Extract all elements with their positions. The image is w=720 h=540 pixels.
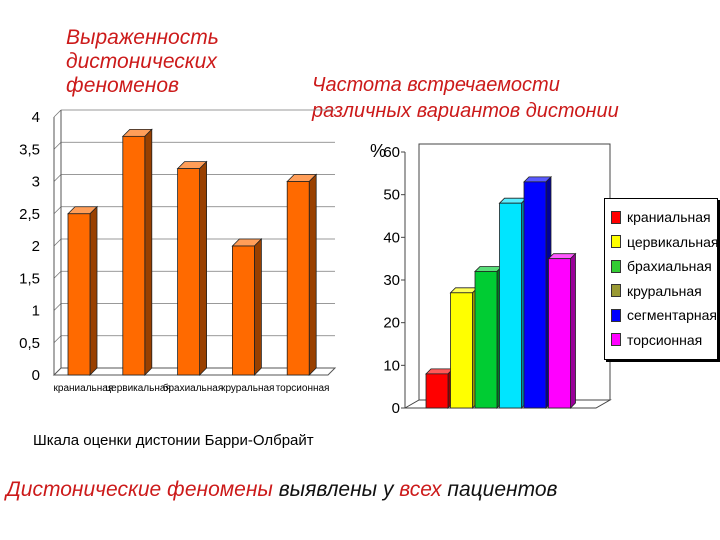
right-bar-front — [523, 181, 547, 409]
left-gridline-diag — [53, 238, 62, 247]
legend-label: цервикальная — [627, 233, 719, 250]
right-title-line-2: различных вариантов дистонии — [312, 100, 619, 122]
left-bar-side — [199, 160, 208, 376]
right-y-tick-label: 50 — [383, 187, 400, 204]
right-y-axis-unit-label: % — [370, 141, 386, 161]
left-bar-side — [308, 173, 317, 376]
left-bar — [176, 160, 208, 376]
left-y-tick-label: 0 — [32, 367, 40, 384]
right-bar — [523, 175, 552, 409]
right-bar-front — [474, 271, 498, 409]
left-y-tick-label: 1,5 — [19, 270, 40, 287]
left-y-tick-label: 2,5 — [19, 206, 40, 223]
right-bar — [449, 286, 479, 409]
left-x-tick-label: брахиальная — [163, 382, 224, 394]
conclusion-part-4: пациентов — [447, 478, 558, 501]
right-title-line-1: Частота встречаемости — [312, 74, 560, 96]
right-bar-side — [570, 252, 576, 409]
right-y-tick-label: 30 — [383, 272, 400, 289]
right-y-tick-label: 40 — [383, 229, 400, 246]
conclusion-text: Дистонические феномены выявлены у всех п… — [6, 478, 557, 502]
right-y-tick-label: 10 — [383, 357, 400, 374]
left-title-line-3: феноменов — [66, 74, 179, 97]
left-gridline-diag — [53, 303, 62, 311]
left-gridline-diag — [53, 109, 62, 118]
left-bar-front — [177, 168, 201, 376]
right-y-tick-label: 20 — [383, 315, 400, 332]
legend-item: торсионная — [611, 330, 702, 350]
right-bar-front — [499, 202, 522, 409]
left-gridline-diag — [53, 141, 62, 150]
right-bar-front — [548, 258, 571, 409]
right-bar-front — [450, 292, 473, 409]
conclusion-part-3: всех — [399, 478, 442, 501]
left-x-tick-label: цервикальная — [106, 383, 171, 394]
legend-swatch — [611, 308, 621, 322]
left-bar — [67, 205, 98, 376]
left-chart-title: Выраженность дистонических феноменов — [66, 26, 286, 98]
right-bar — [425, 367, 454, 409]
left-gridline-diag — [53, 270, 62, 279]
left-gridline-diag — [53, 174, 62, 182]
left-bar — [231, 238, 263, 376]
left-bar-front — [286, 181, 310, 376]
legend-item: круральная — [611, 281, 702, 301]
left-bar-side — [253, 238, 262, 376]
left-y-tick-label: 0,5 — [19, 335, 40, 352]
left-gridline-diag — [53, 335, 62, 344]
left-y-tick-label: 4 — [32, 109, 40, 126]
legend-swatch — [611, 333, 621, 346]
right-chart-legend: краниальная цервикальная брахиальная крурал… — [604, 198, 718, 360]
legend-label: торсионная — [627, 331, 703, 348]
legend-item: сегментарная — [611, 305, 717, 325]
right-bar — [474, 265, 503, 409]
left-y-tick-label: 3 — [32, 174, 40, 191]
left-x-tick-label: торсионная — [276, 383, 330, 394]
right-bar — [547, 252, 577, 409]
right-bar — [498, 197, 528, 409]
left-y-tick-label: 2 — [32, 238, 40, 255]
right-y-tick-label: 0 — [392, 400, 400, 417]
legend-label: краниальная — [627, 209, 711, 225]
left-x-tick-label: краниальная — [54, 383, 114, 394]
left-gridline-diag — [53, 206, 62, 215]
left-bar-side — [89, 205, 98, 376]
legend-item: цервикальная — [611, 232, 718, 252]
left-bar-front — [67, 213, 91, 376]
legend-label: брахиальная — [627, 258, 712, 274]
left-title-line-1: Выраженность — [66, 26, 219, 49]
left-bar-front — [122, 135, 146, 376]
legend-swatch — [611, 210, 621, 224]
right-bar-front — [425, 373, 449, 409]
legend-item: краниальная — [611, 207, 711, 227]
left-chart-caption: Шкала оценки дистонии Барри-Олбрайт — [33, 432, 314, 449]
left-bar-front — [231, 245, 255, 376]
legend-swatch — [611, 284, 621, 297]
left-bar — [121, 128, 153, 376]
legend-label: круральная — [627, 282, 702, 299]
right-chart-title: Частота встречаемости различных варианто… — [312, 72, 717, 124]
legend-swatch — [611, 235, 621, 248]
left-bar — [286, 173, 318, 376]
legend-label: сегментарная — [627, 307, 717, 323]
conclusion-part-1: Дистонические феномены — [6, 478, 273, 501]
right-y-tick-label: 60 — [383, 144, 400, 161]
left-title-line-2: дистонических — [66, 50, 217, 73]
left-y-tick-label: 1 — [32, 303, 40, 320]
left-x-tick-label: круральная — [221, 383, 274, 394]
legend-item: брахиальная — [611, 256, 712, 276]
conclusion-part-2: выявлены у — [278, 478, 394, 501]
left-bar-side — [144, 128, 153, 376]
legend-swatch — [611, 259, 621, 273]
left-y-tick-label: 3,5 — [19, 141, 40, 158]
